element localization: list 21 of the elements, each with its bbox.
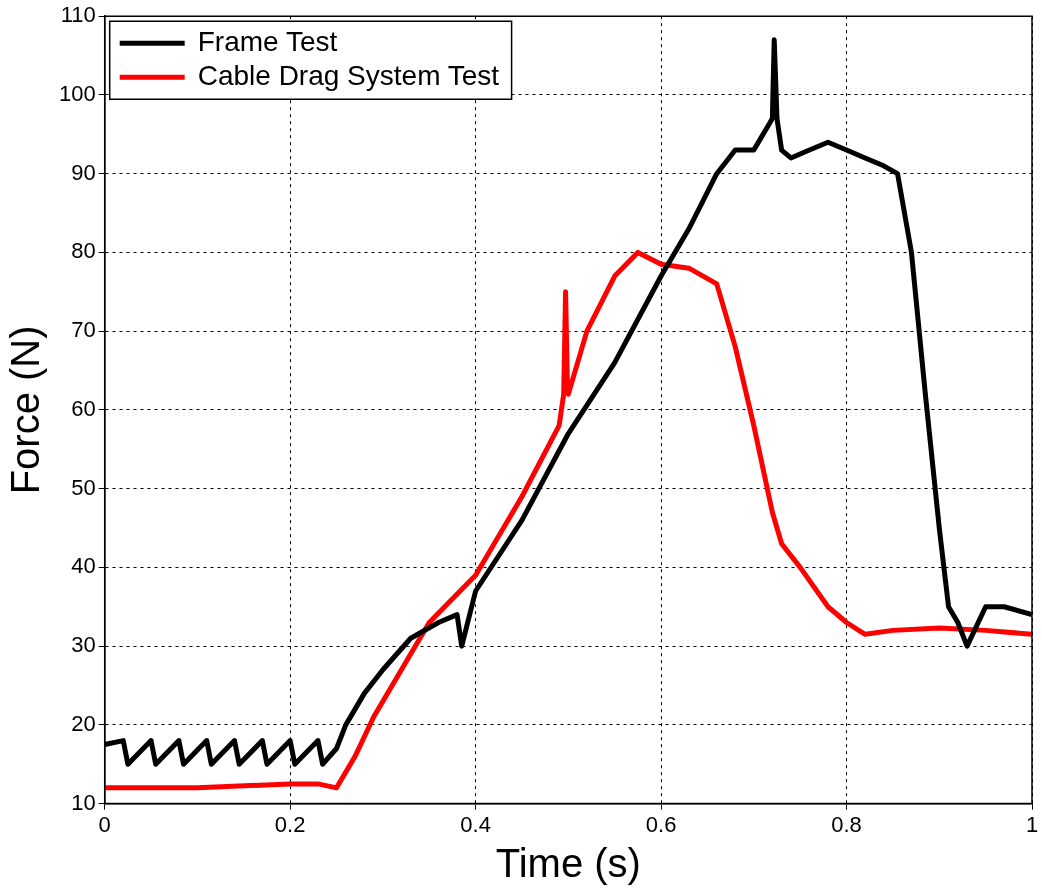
x-tick-label: 0: [98, 811, 111, 837]
legend-label: Frame Test: [197, 25, 338, 57]
y-tick-label: 70: [71, 317, 96, 343]
x-tick-label: 0.2: [274, 811, 306, 837]
y-axis-title: Force (N): [3, 325, 48, 495]
y-tick-label: 50: [71, 474, 96, 500]
y-tick-label: 100: [58, 81, 96, 106]
x-tick-label: 0.4: [460, 811, 491, 837]
y-tick-label: 10: [71, 789, 96, 815]
y-tick-label: 20: [71, 710, 96, 736]
x-axis-title: Time (s): [495, 841, 641, 886]
y-tick-label: 110: [60, 2, 96, 28]
y-tick-label: 60: [71, 395, 96, 421]
x-tick-label: 0.6: [645, 811, 677, 837]
y-tick-label: 40: [71, 553, 96, 579]
y-tick-label: 30: [71, 632, 96, 658]
y-tick-label: 90: [71, 159, 96, 185]
legend-label: Cable Drag System Test: [197, 59, 500, 91]
y-tick-label: 80: [71, 238, 96, 264]
x-tick-label: 1: [1025, 811, 1039, 837]
x-tick-label: 0.8: [831, 811, 862, 837]
